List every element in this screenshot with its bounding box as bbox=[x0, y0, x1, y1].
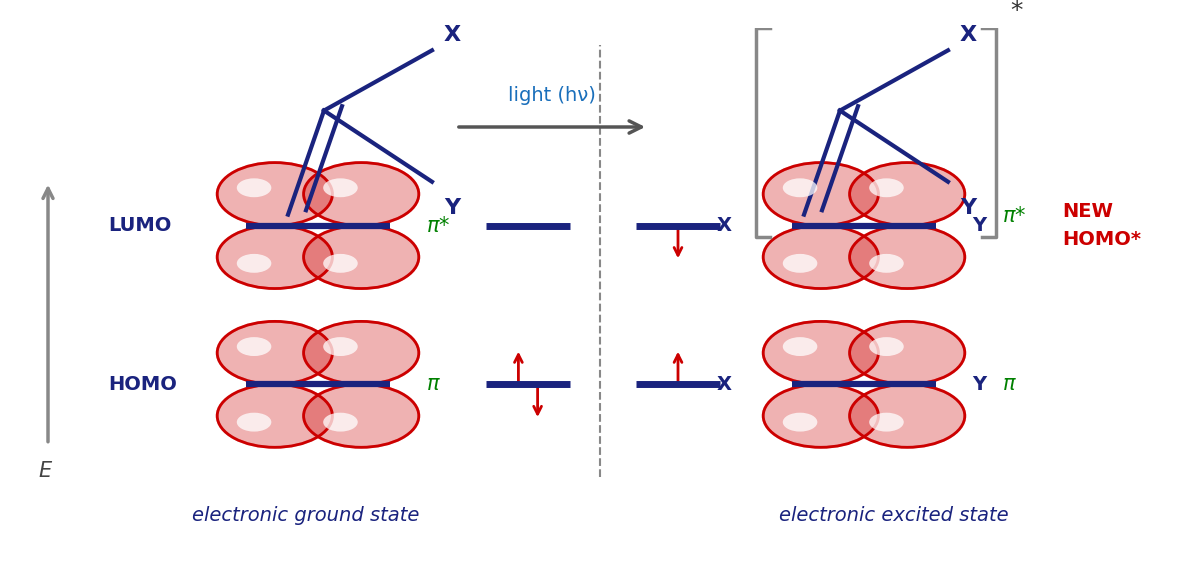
Ellipse shape bbox=[850, 384, 965, 448]
Ellipse shape bbox=[782, 412, 817, 431]
Ellipse shape bbox=[850, 321, 965, 384]
Text: Y: Y bbox=[444, 198, 460, 218]
Ellipse shape bbox=[304, 384, 419, 448]
Text: HOMO: HOMO bbox=[108, 375, 176, 394]
Text: $\pi$: $\pi$ bbox=[1002, 374, 1016, 395]
Ellipse shape bbox=[217, 162, 332, 226]
Text: $\pi$*: $\pi$* bbox=[1002, 206, 1026, 226]
Ellipse shape bbox=[236, 337, 271, 356]
Ellipse shape bbox=[850, 162, 965, 226]
Ellipse shape bbox=[236, 179, 271, 197]
Text: $E$: $E$ bbox=[38, 461, 53, 481]
Ellipse shape bbox=[236, 412, 271, 431]
Text: $\pi$*: $\pi$* bbox=[426, 215, 450, 236]
Ellipse shape bbox=[304, 162, 419, 226]
Ellipse shape bbox=[323, 412, 358, 431]
Text: NEW: NEW bbox=[1062, 202, 1114, 221]
Ellipse shape bbox=[304, 226, 419, 289]
Ellipse shape bbox=[217, 226, 332, 289]
Ellipse shape bbox=[217, 384, 332, 448]
Text: X: X bbox=[718, 375, 732, 394]
Ellipse shape bbox=[323, 337, 358, 356]
Ellipse shape bbox=[869, 254, 904, 273]
Text: Y: Y bbox=[960, 198, 976, 218]
Text: electronic ground state: electronic ground state bbox=[192, 506, 420, 525]
Ellipse shape bbox=[763, 384, 878, 448]
Ellipse shape bbox=[869, 179, 904, 197]
Ellipse shape bbox=[763, 321, 878, 384]
Text: Y: Y bbox=[972, 375, 986, 394]
Text: LUMO: LUMO bbox=[108, 216, 172, 235]
Text: X: X bbox=[444, 25, 461, 45]
Text: Y: Y bbox=[972, 216, 986, 235]
Ellipse shape bbox=[763, 162, 878, 226]
Ellipse shape bbox=[850, 226, 965, 289]
Text: $\pi$: $\pi$ bbox=[426, 374, 440, 395]
Ellipse shape bbox=[217, 321, 332, 384]
Ellipse shape bbox=[304, 321, 419, 384]
Ellipse shape bbox=[763, 226, 878, 289]
Ellipse shape bbox=[869, 412, 904, 431]
Text: light (hν): light (hν) bbox=[508, 86, 596, 105]
Ellipse shape bbox=[782, 337, 817, 356]
Text: X: X bbox=[718, 216, 732, 235]
Ellipse shape bbox=[782, 179, 817, 197]
Text: *: * bbox=[1010, 0, 1022, 23]
Ellipse shape bbox=[323, 179, 358, 197]
Text: HOMO*: HOMO* bbox=[1062, 230, 1141, 249]
Ellipse shape bbox=[782, 254, 817, 273]
Ellipse shape bbox=[236, 254, 271, 273]
Ellipse shape bbox=[869, 337, 904, 356]
Ellipse shape bbox=[323, 254, 358, 273]
Text: electronic excited state: electronic excited state bbox=[779, 506, 1009, 525]
Text: X: X bbox=[960, 25, 977, 45]
